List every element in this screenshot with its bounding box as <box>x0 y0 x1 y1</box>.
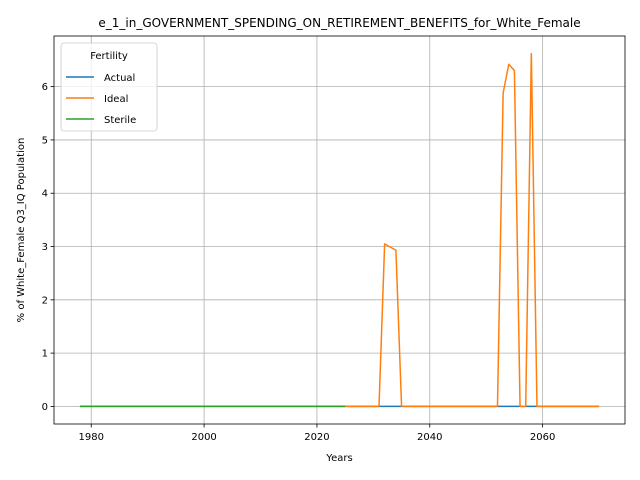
y-tick-label: 6 <box>42 82 48 93</box>
legend-entry-sterile: Sterile <box>104 115 136 126</box>
y-axis-label: % of White_Female Q3_IQ Population <box>16 138 27 323</box>
chart-title: e_1_in_GOVERNMENT_SPENDING_ON_RETIREMENT… <box>98 16 580 30</box>
legend-title: Fertility <box>90 51 128 62</box>
series-lines <box>79 52 600 408</box>
x-tick-label: 2040 <box>417 432 442 443</box>
legend-box <box>60 42 158 132</box>
y-tick-label: 2 <box>42 295 48 306</box>
x-tick-label: 1980 <box>79 432 104 443</box>
y-tick-label: 5 <box>42 135 48 146</box>
series-line-ideal <box>345 52 600 408</box>
legend: Fertility Actual Ideal Sterile <box>60 42 158 132</box>
legend-entry-actual: Actual <box>104 73 135 84</box>
y-tick-label: 0 <box>42 402 48 413</box>
x-tick-label: 2000 <box>191 432 216 443</box>
x-axis-label: Years <box>325 453 352 464</box>
x-tick-label: 2060 <box>530 432 555 443</box>
y-tick-label: 4 <box>42 189 48 200</box>
plot-frame <box>53 35 626 425</box>
legend-entry-ideal: Ideal <box>104 94 128 105</box>
y-tick-label: 3 <box>42 242 48 253</box>
axis-ticks: 1980 2000 2020 2040 2060 0 1 2 3 4 5 6 <box>42 82 556 443</box>
y-tick-label: 1 <box>42 349 48 360</box>
x-tick-label: 2020 <box>304 432 329 443</box>
